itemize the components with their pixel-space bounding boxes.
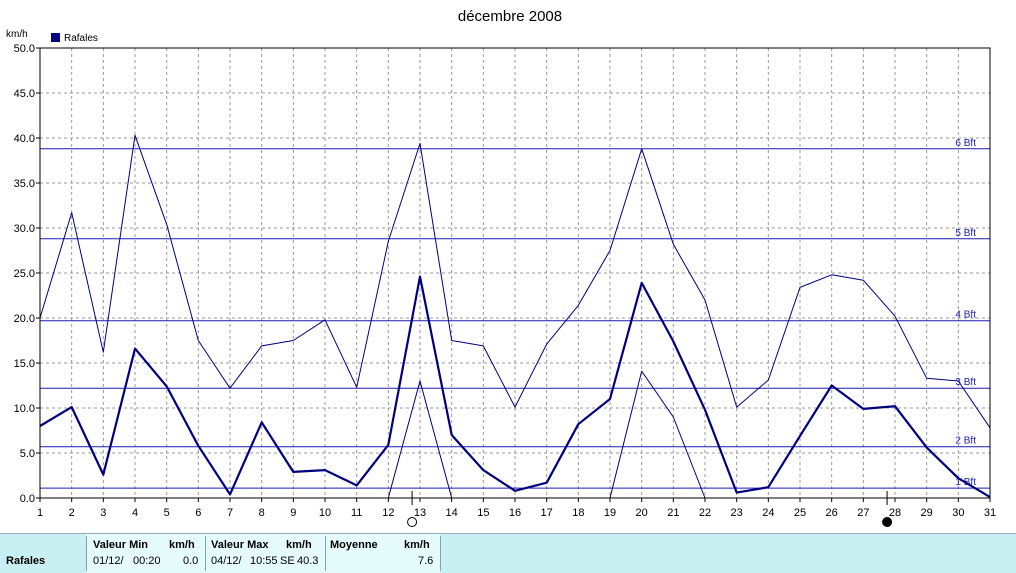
y-tick-label: 25.0 (14, 268, 35, 280)
beaufort-label: 6 Bft (955, 138, 976, 149)
avg-unit: km/h (404, 539, 430, 551)
stats-panel: Rafales Valeur Min km/h 01/12/ 00:20 0.0… (0, 533, 1016, 573)
x-tick-label: 21 (667, 507, 679, 519)
x-tick-label: 3 (100, 507, 106, 519)
x-tick-label: 5 (164, 507, 170, 519)
x-tick-label: 7 (227, 507, 233, 519)
x-tick-label: 16 (509, 507, 521, 519)
y-tick-label: 15.0 (14, 358, 35, 370)
y-tick-label: 10.0 (14, 403, 35, 415)
max-date: 04/12/ (211, 555, 242, 567)
chart-title: décembre 2008 (458, 8, 562, 25)
avg-header: Moyenne (330, 539, 378, 551)
stats-values-bg (86, 534, 440, 573)
full-moon-icon (407, 517, 418, 527)
x-tick-label: 2 (69, 507, 75, 519)
legend-swatch (51, 33, 60, 42)
beaufort-label: 4 Bft (955, 310, 976, 321)
y-axis-unit: km/h (6, 29, 28, 40)
series-line-max (39, 134, 991, 429)
beaufort-label: 3 Bft (955, 377, 976, 388)
y-tick-label: 20.0 (14, 313, 35, 325)
y-tick-label: 5.0 (20, 448, 35, 460)
x-tick-label: 17 (541, 507, 553, 519)
x-tick-label: 29 (921, 507, 933, 519)
x-tick-label: 30 (952, 507, 964, 519)
new-moon-icon (882, 517, 893, 527)
y-tick-label: 0.0 (20, 493, 35, 505)
series-group (39, 134, 991, 499)
x-tick-label: 22 (699, 507, 711, 519)
x-tick-label: 9 (290, 507, 296, 519)
max-unit: km/h (286, 539, 312, 551)
x-tick-label: 31 (984, 507, 996, 519)
min-date: 01/12/ (93, 555, 124, 567)
x-tick-label: 13 (414, 507, 426, 519)
x-tick-label: 26 (826, 507, 838, 519)
x-tick-label: 8 (259, 507, 265, 519)
x-tick-label: 27 (857, 507, 869, 519)
series-line-min (609, 370, 706, 499)
x-tick-label: 15 (477, 507, 489, 519)
y-tick-label: 45.0 (14, 88, 35, 100)
max-direction: SE (280, 555, 295, 567)
stats-row-label: Rafales (6, 555, 46, 567)
beaufort-label: 5 Bft (955, 228, 976, 239)
x-tick-label: 19 (604, 507, 616, 519)
avg-value: 7.6 (418, 555, 434, 567)
separator (440, 536, 441, 571)
beaufort-label: 2 Bft (955, 436, 976, 447)
x-tick-label: 11 (351, 507, 362, 519)
y-tick-label: 40.0 (14, 133, 35, 145)
legend-label: Rafales (64, 33, 98, 44)
max-value: 40.3 (297, 555, 319, 567)
x-tick-label: 24 (762, 507, 774, 519)
min-time: 00:20 (133, 555, 161, 567)
separator (205, 536, 206, 571)
axes: 0.0 5.0 10.0 15.0 20.0 25.0 30.0 35.0 40.0 45.0 50… (14, 43, 997, 519)
min-unit: km/h (169, 539, 195, 551)
separator (86, 536, 87, 571)
max-time: 10:55 (250, 555, 278, 567)
y-tick-label: 50.0 (14, 43, 35, 55)
series-line-min (387, 380, 453, 499)
x-tick-label: 28 (889, 507, 901, 519)
x-tick-label: 4 (132, 507, 138, 519)
grid (40, 48, 990, 498)
x-tick-label: 6 (195, 507, 201, 519)
min-header: Valeur Min (93, 539, 149, 551)
x-tick-label: 20 (636, 507, 648, 519)
x-tick-label: 12 (382, 507, 394, 519)
x-tick-label: 10 (319, 507, 331, 519)
x-tick-label: 23 (731, 507, 743, 519)
separator (325, 536, 326, 571)
min-value: 0.0 (183, 555, 199, 567)
series-line-mean (39, 275, 991, 499)
x-tick-label: 1 (37, 507, 43, 519)
max-header: Valeur Max (211, 539, 269, 551)
y-tick-label: 30.0 (14, 223, 35, 235)
moon-phases (407, 491, 893, 527)
x-tick-label: 14 (446, 507, 458, 519)
x-tick-label: 18 (572, 507, 584, 519)
y-tick-label: 35.0 (14, 178, 35, 190)
x-tick-label: 25 (794, 507, 806, 519)
